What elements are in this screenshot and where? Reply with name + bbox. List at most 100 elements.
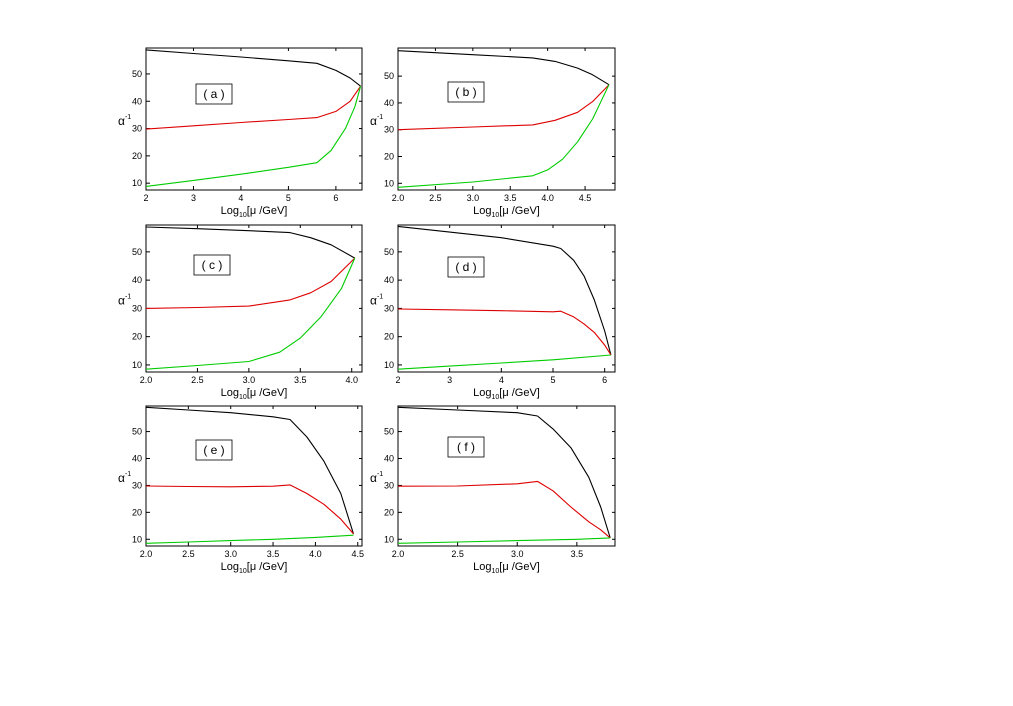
x-axis-label-prefix: Log (221, 561, 239, 573)
plot-frame (397, 405, 616, 547)
y-axis-label-sup: -1 (377, 294, 383, 301)
y-tick-label: 50 (384, 247, 394, 257)
x-tick-label: 2.0 (392, 549, 405, 559)
x-axis-label-prefix: Log (473, 387, 491, 399)
plot-frame (397, 47, 616, 191)
series-line (145, 484, 354, 535)
y-axis-label-base: α (118, 471, 125, 485)
panel-label-box (447, 81, 485, 103)
x-tick-label: 3.5 (571, 549, 584, 559)
y-axis-label-base: α (118, 114, 125, 128)
x-axis-label-suffix: [μ /GeV] (247, 387, 288, 399)
x-tick-label: 3 (191, 193, 196, 203)
y-tick-label: 40 (384, 454, 394, 464)
x-tick-label: 3.0 (511, 549, 524, 559)
y-tick-label: 40 (384, 98, 394, 108)
y-tick-label: 20 (132, 151, 142, 161)
series-line (145, 406, 355, 535)
y-tick-label: 30 (132, 480, 142, 490)
y-axis-label-base: α (370, 294, 377, 308)
x-axis-label: Log10[μ /GeV] (221, 561, 288, 575)
x-axis-label: Log10[μ /GeV] (473, 561, 540, 575)
y-tick-label: 40 (132, 454, 142, 464)
y-axis-label: α-1 (370, 471, 383, 485)
x-axis-label-sub: 10 (491, 394, 499, 401)
y-axis-label-sup: -1 (125, 114, 131, 121)
x-axis-label-prefix: Log (221, 205, 239, 217)
series-line (397, 354, 611, 370)
y-tick-label: 30 (384, 125, 394, 135)
x-tick-label: 4.0 (541, 193, 554, 203)
y-axis-label-base: α (118, 294, 125, 308)
x-axis-label-prefix: Log (473, 561, 491, 573)
y-axis-label-base: α (370, 471, 377, 485)
y-axis-label: α-1 (118, 114, 131, 128)
y-tick-label: 50 (132, 69, 142, 79)
y-tick-label: 40 (132, 96, 142, 106)
y-tick-label: 10 (132, 360, 142, 370)
x-axis-label-prefix: Log (221, 387, 239, 399)
x-tick-label: 4.5 (352, 549, 365, 559)
y-tick-label: 40 (384, 275, 394, 285)
x-axis-label-suffix: [μ /GeV] (247, 561, 288, 573)
series-line (397, 225, 612, 356)
y-tick-label: 10 (384, 360, 394, 370)
series-line (145, 226, 356, 259)
x-tick-label: 2.5 (191, 375, 204, 385)
plot-frame (145, 47, 363, 191)
panel-label: ( f ) (457, 440, 475, 454)
y-axis-label-sup: -1 (125, 294, 131, 301)
y-tick-label: 20 (384, 152, 394, 162)
y-axis-label: α-1 (370, 294, 383, 308)
y-tick-label: 20 (384, 507, 394, 517)
x-axis-label-sub: 10 (239, 568, 247, 575)
y-tick-label: 20 (132, 332, 142, 342)
x-tick-label: 4 (499, 375, 504, 385)
x-tick-label: 5 (286, 193, 291, 203)
x-tick-label: 2.0 (140, 375, 153, 385)
x-tick-label: 2.5 (429, 193, 442, 203)
x-tick-label: 4.0 (309, 549, 322, 559)
x-axis-label-prefix: Log (473, 205, 491, 217)
panel-label-box (195, 439, 233, 461)
y-axis-label-base: α (370, 114, 377, 128)
y-tick-label: 10 (384, 178, 394, 188)
x-tick-label: 2 (395, 375, 400, 385)
x-axis-label-suffix: [μ /GeV] (499, 387, 540, 399)
y-tick-label: 50 (384, 427, 394, 437)
y-tick-label: 10 (384, 534, 394, 544)
x-tick-label: 3.5 (267, 549, 280, 559)
series-line (145, 257, 356, 370)
series-line (397, 84, 610, 131)
x-tick-label: 2.0 (392, 193, 405, 203)
x-tick-label: 3.0 (243, 375, 256, 385)
y-axis-label-sup: -1 (377, 471, 383, 478)
x-axis-label-sub: 10 (239, 212, 247, 219)
panel-label-box (447, 436, 485, 458)
x-tick-label: 3.0 (467, 193, 480, 203)
series-line (145, 257, 356, 309)
x-tick-label: 3.5 (504, 193, 517, 203)
panel-label: ( c ) (202, 258, 223, 272)
x-axis-label: Log10[μ /GeV] (473, 387, 540, 401)
series-line (145, 86, 362, 187)
x-axis-label-suffix: [μ /GeV] (247, 205, 288, 217)
x-axis-label-suffix: [μ /GeV] (499, 205, 540, 217)
plot-frame (145, 224, 363, 373)
panel-label-box (195, 83, 233, 105)
y-axis-label: α-1 (370, 114, 383, 128)
y-axis-label-sup: -1 (125, 471, 131, 478)
series-line (145, 534, 354, 544)
y-tick-label: 20 (132, 507, 142, 517)
y-tick-label: 30 (384, 303, 394, 313)
y-tick-label: 50 (132, 247, 142, 257)
x-tick-label: 6 (333, 193, 338, 203)
y-axis-label-sup: -1 (377, 114, 383, 121)
y-tick-label: 10 (132, 178, 142, 188)
x-tick-label: 3 (447, 375, 452, 385)
